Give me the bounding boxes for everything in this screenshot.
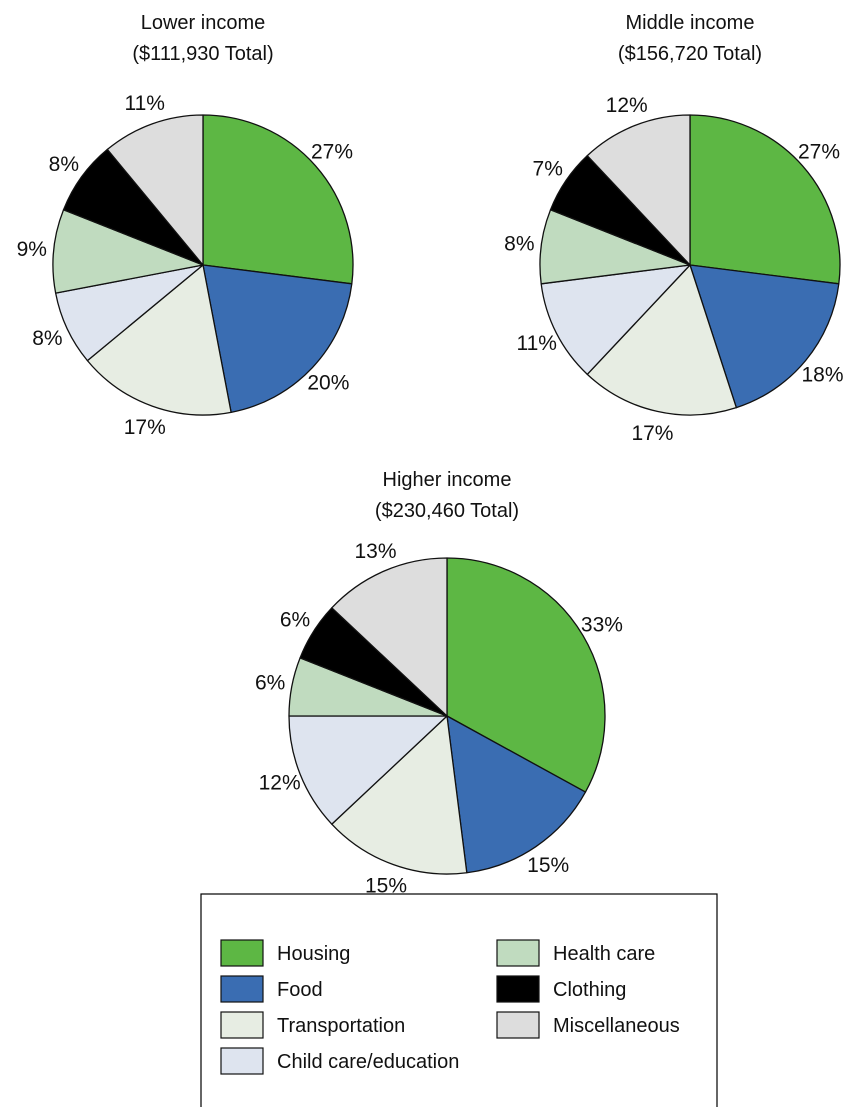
slice-label-clothing: 8% bbox=[49, 153, 79, 176]
legend-label-health-care: Health care bbox=[553, 943, 655, 965]
pie-subtitle: ($156,720 Total) bbox=[618, 43, 762, 65]
pie-slice-housing bbox=[689, 114, 841, 285]
slice-label-health-care: 8% bbox=[504, 232, 534, 255]
pie-slice-food bbox=[202, 264, 353, 413]
slice-label-food: 15% bbox=[527, 854, 569, 877]
slice-label-child-care-education: 11% bbox=[517, 332, 557, 355]
pie-slice-transportation bbox=[586, 264, 738, 416]
legend-label-miscellaneous: Miscellaneous bbox=[553, 1015, 680, 1037]
legend-label-food: Food bbox=[277, 979, 323, 1001]
pie-slice-food bbox=[689, 264, 840, 409]
pie-subtitle: ($230,460 Total) bbox=[375, 500, 519, 522]
legend-label-transportation: Transportation bbox=[277, 1015, 405, 1037]
pie-title: Middle income bbox=[626, 12, 755, 34]
legend: Housing Food Transportation Child care/educ… bbox=[200, 893, 718, 1107]
pie-slice-housing bbox=[202, 114, 354, 285]
slice-label-health-care: 6% bbox=[255, 671, 285, 694]
slice-label-transportation: 17% bbox=[631, 422, 673, 445]
legend-swatch-health-care bbox=[496, 939, 540, 967]
slice-label-child-care-education: 8% bbox=[32, 327, 62, 350]
pie-chart-middle-income: Middle income ($156,720 Total) 27% 18% 17%… bbox=[504, 12, 843, 445]
slice-label-miscellaneous: 11% bbox=[124, 92, 164, 115]
pie-title: Lower income bbox=[141, 12, 266, 34]
pie-slice-health-care bbox=[52, 209, 204, 294]
pie-chart-lower-income: Lower income ($111,930 Total) 27% 20% 17% 8… bbox=[17, 12, 354, 439]
slice-label-food: 20% bbox=[307, 372, 349, 395]
pie-slice-child-care-education bbox=[540, 264, 691, 375]
legend-swatch-transportation bbox=[220, 1011, 264, 1039]
slice-label-child-care-education: 12% bbox=[259, 771, 301, 794]
pie-slice-miscellaneous bbox=[586, 114, 691, 266]
legend-label-child-care-education: Child care/education bbox=[277, 1051, 459, 1073]
pie-slice-transportation bbox=[331, 715, 468, 875]
slice-label-housing: 33% bbox=[581, 613, 623, 636]
pie-slice-transportation bbox=[86, 264, 232, 416]
legend-swatch-food bbox=[220, 975, 264, 1003]
pie-subtitle: ($111,930 Total) bbox=[132, 43, 273, 65]
slice-label-health-care: 9% bbox=[17, 238, 47, 261]
legend-swatch-miscellaneous bbox=[496, 1011, 540, 1039]
slice-label-food: 18% bbox=[802, 364, 844, 387]
pie-slice-food bbox=[446, 715, 587, 874]
pie-slice-miscellaneous bbox=[106, 114, 204, 266]
legend-swatch-child-care-education bbox=[220, 1047, 264, 1075]
slice-label-clothing: 6% bbox=[280, 609, 310, 632]
pie-chart-higher-income: Higher income ($230,460 Total) 33% 15% 15%… bbox=[255, 469, 623, 897]
legend-label-clothing: Clothing bbox=[553, 979, 626, 1001]
slice-label-housing: 27% bbox=[798, 140, 840, 163]
legend-box bbox=[200, 893, 718, 1107]
slice-label-miscellaneous: 12% bbox=[606, 94, 648, 117]
pie-slice-child-care-education bbox=[288, 715, 448, 825]
pie-slice-miscellaneous bbox=[331, 557, 448, 717]
slice-label-miscellaneous: 13% bbox=[354, 540, 396, 563]
slice-label-transportation: 17% bbox=[124, 416, 166, 439]
slice-label-transportation: 15% bbox=[365, 874, 407, 897]
legend-swatch-housing bbox=[220, 939, 264, 967]
legend-swatch-clothing bbox=[496, 975, 540, 1003]
slice-label-housing: 27% bbox=[311, 140, 353, 163]
legend-label-housing: Housing bbox=[277, 943, 350, 965]
slice-label-clothing: 7% bbox=[533, 157, 563, 180]
pie-title: Higher income bbox=[383, 469, 512, 491]
pie-slice-housing bbox=[446, 557, 606, 793]
